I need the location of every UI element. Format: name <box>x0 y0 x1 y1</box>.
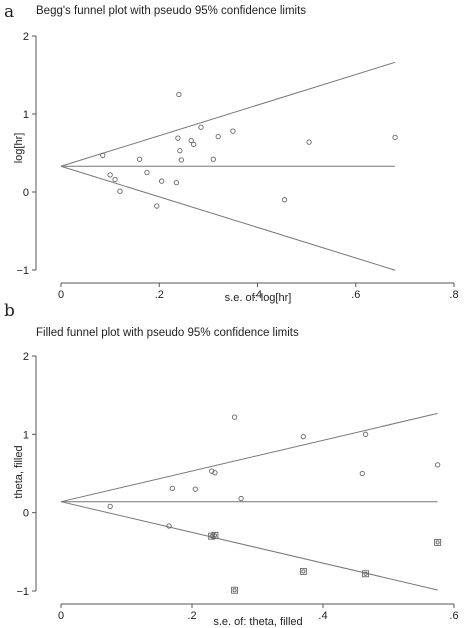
panel-a-study-point <box>117 188 123 194</box>
panel-b-study-point <box>300 434 306 440</box>
panel-b-filled-point <box>231 586 239 594</box>
panel-b-study-point <box>362 431 369 437</box>
panel-b-title: Filled funnel plot with pseudo 95% confi… <box>36 327 299 339</box>
panel-b-study-point <box>192 486 198 492</box>
panel-a-study-point <box>107 172 113 178</box>
panel-a-y-tick-label: 0 <box>23 187 29 199</box>
panel-b-y-tick-label: 1 <box>23 429 29 441</box>
panel-b-filled-point-marker <box>435 540 440 545</box>
panel-a-title: Begg's funnel plot with pseudo 95% confi… <box>36 5 306 17</box>
panel-b-study-point <box>231 414 238 420</box>
panel-a-xlabel: s.e. of: log[hr] <box>225 292 292 304</box>
panel-b-y-tick-label: 0 <box>23 508 29 520</box>
panel-b-y-tick-label: 2 <box>23 351 29 363</box>
panel-a-study-point <box>190 141 197 148</box>
panel-b-filled-point-marker <box>301 569 306 574</box>
panel-b-x-tick-label: .2 <box>187 610 196 622</box>
panel-a-study-point <box>392 134 398 141</box>
panel-b-upper-limit-line <box>60 412 438 503</box>
panel-a-x-tick-label: .8 <box>449 289 458 301</box>
panel-a-x-tick-label: 0 <box>58 289 64 301</box>
panel-b-x-tick-label: .6 <box>449 610 458 622</box>
panel-a-study-point <box>175 135 181 141</box>
panel-b-filled-point-marker <box>212 533 217 538</box>
panel-b-ylabel: theta, filled <box>13 445 25 498</box>
panel-b-study-point <box>359 470 365 477</box>
panel-a-y-tick-label: −1 <box>16 265 29 277</box>
panel-a-x-tick-label: .6 <box>351 289 360 301</box>
panel-b-y-tick-label: −1 <box>16 586 29 598</box>
panel-a-study-point <box>215 133 221 140</box>
panel-a-study-point <box>154 203 160 209</box>
panel-b-letter: b <box>4 301 15 321</box>
panel-a-study-point <box>210 156 216 162</box>
panel-a-x-tick-label: .2 <box>155 289 164 301</box>
panel-a-y-tick-label: 2 <box>23 31 29 43</box>
panel-a-study-point <box>136 156 143 162</box>
panel-b-chart: Filled funnel plot with pseudo 95% confi… <box>13 327 459 628</box>
panel-a-study-point <box>159 178 165 184</box>
panel-a-study-point <box>230 128 236 134</box>
panel-a-study-point <box>144 169 150 176</box>
panel-b-filled-point <box>299 567 307 575</box>
panel-b-xlabel: s.e. of: theta, filled <box>213 616 302 628</box>
panel-a-study-point <box>188 137 194 144</box>
panel-a-ylabel: log[hr] <box>13 133 25 164</box>
panel-a-letter: a <box>4 2 14 22</box>
panel-a-study-point <box>281 197 288 203</box>
panel-a-study-point <box>100 152 106 158</box>
panel-a-y-tick-label: 1 <box>23 109 29 121</box>
panel-a-study-point <box>173 179 180 186</box>
panel-a-study-point <box>176 91 182 98</box>
panel-a-study-point <box>306 139 312 145</box>
panel-b-study-point <box>107 503 113 510</box>
panel-a-study-point <box>112 176 118 183</box>
panel-b-filled-point <box>362 570 370 578</box>
panel-b-lower-limit-line <box>60 501 438 591</box>
panel-b-filled-point <box>434 538 442 546</box>
panel-a-x-tick-label: .4 <box>253 289 262 301</box>
panel-b-study-point <box>212 470 218 476</box>
panel-b-x-tick-label: .4 <box>318 610 327 622</box>
panel-a-chart: Begg's funnel plot with pseudo 95% confi… <box>13 5 459 304</box>
panel-b-filled-point-marker <box>232 588 237 593</box>
panel-a-study-point <box>177 148 183 154</box>
panel-b-study-point <box>238 495 244 502</box>
panel-b-filled-point <box>211 531 219 539</box>
panel-b-x-tick-label: 0 <box>58 610 64 622</box>
panel-a-lower-limit-line <box>60 165 396 271</box>
panel-b-filled-point-marker <box>363 571 368 576</box>
panel-b-study-point <box>434 462 441 468</box>
panel-a-upper-limit-line <box>60 61 396 167</box>
panel-b-study-point <box>169 485 176 492</box>
panel-b-study-point <box>166 523 172 529</box>
panel-a-study-point <box>198 124 204 130</box>
panel-a-study-point <box>178 157 185 163</box>
